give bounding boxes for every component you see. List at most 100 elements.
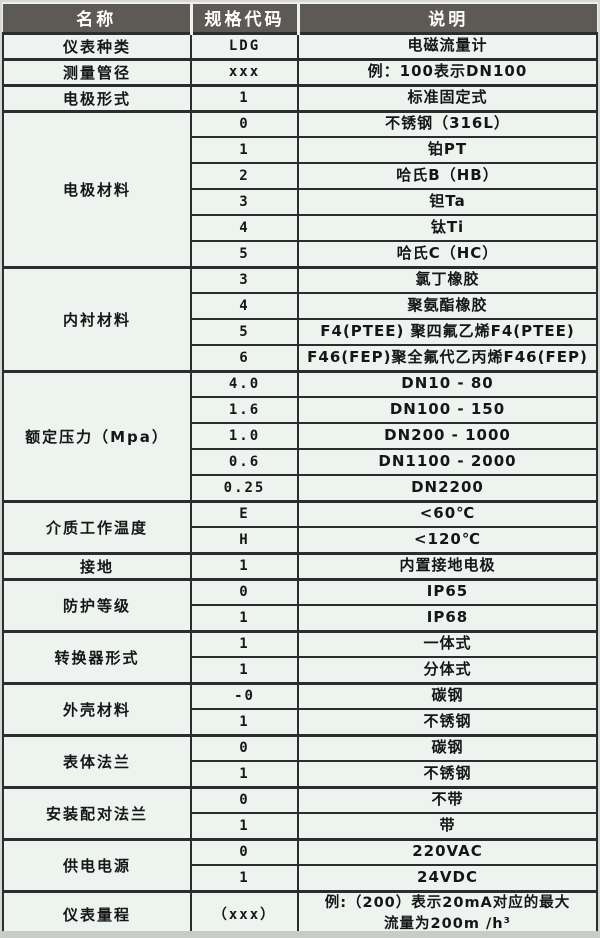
spec-code-cell: 0 [190,733,299,762]
table-row: 测量管径 xxx 例：100表示DN100 [2,57,598,86]
table-row: 电极材料 0 不锈钢（316L） [2,109,598,268]
description-cell: 不锈钢（316L） [297,109,598,138]
table-row: 5 F4(PTEE) 聚四氟乙烯F4(PTEE) [3,318,598,346]
spec-code-cell: 6 [190,344,299,372]
group-name-cell: 供电电源 [2,837,192,892]
description-cell: 24VDC [297,864,598,892]
spec-code-cell: 1 [190,864,299,892]
group-name-cell: 电极材料 [2,109,192,268]
description-cell: 不锈钢 [297,708,598,736]
description-cell: 一体式 [297,629,598,658]
table-row: 3 钽Ta [3,188,598,216]
spec-code-cell: 1 [190,136,299,164]
spec-code-cell: 1 [190,604,299,632]
description-cell: 内置接地电极 [297,551,598,580]
table-row: 1 IP68 [3,604,598,632]
group-name-cell: 内衬材料 [2,265,192,372]
spec-code-cell: 1 [190,760,299,788]
table-row: 安装配对法兰 0 不带 [2,785,598,840]
spec-code-cell: 1 [190,83,299,112]
description-cell: 哈氏B（HB） [297,162,598,190]
spec-code-cell: 4.0 [190,369,299,398]
group-name-cell: 外壳材料 [2,681,192,736]
description-cell: 哈氏C（HC） [297,240,598,268]
spec-code-cell: 1 [190,629,299,658]
description-cell: 标准固定式 [297,83,598,112]
spec-code-cell: 0 [190,577,299,606]
group-name-cell: 转换器形式 [2,629,192,684]
table-row: 5 哈氏C（HC） [3,240,598,268]
spec-code-cell: 0.25 [190,474,299,502]
description-cell: 分体式 [297,656,598,684]
description-cell: 氯丁橡胶 [297,265,598,294]
table-row: 2 哈氏B（HB） [3,162,598,190]
spec-code-cell: 5 [190,318,299,346]
table-row: 额定压力（Mpa） 4.0 DN10 - 80 [2,369,598,502]
group-name-cell: 安装配对法兰 [2,785,192,840]
table-row: 供电电源 0 220VAC [2,837,598,892]
description-cell: 钛Ti [297,214,598,242]
spec-code-cell: 0 [190,837,299,866]
group-name-cell: 测量管径 [2,57,192,86]
table-row: 1 不锈钢 [3,760,598,788]
table-row: 接地 1 内置接地电极 [2,551,598,580]
group-name-cell: 防护等级 [2,577,192,632]
description-cell: <60℃ [297,499,598,528]
description-cell: <120℃ [297,526,598,554]
description-cell: DN1100 - 2000 [297,448,598,476]
description-cell: F4(PTEE) 聚四氟乙烯F4(PTEE) [297,318,598,346]
column-header-1: 名称 [3,2,193,34]
header-row: 名称 规格代码 说明 [3,2,597,34]
description-cell: 不带 [297,785,598,814]
spec-code-cell: 0 [190,109,299,138]
description-cell: 钽Ta [297,188,598,216]
description-cell: F46(FEP)聚全氟代乙丙烯F46(FEP) [297,344,598,372]
description-cell: IP65 [297,577,598,606]
table-row: 4 钛Ti [3,214,598,242]
spec-code-cell: 1.6 [190,396,299,424]
table-row: 1 24VDC [3,864,598,892]
table-body: 仪表种类 LDG 电磁流量计 测量管径 xxx 例：100表示DN100 电极形式 1 标准固定… [2,31,598,938]
description-cell: DN200 - 1000 [297,422,598,450]
spec-code-cell: E [190,499,299,528]
description-cell: DN100 - 150 [297,396,598,424]
spec-code-cell: 3 [190,265,299,294]
table-row: 防护等级 0 IP65 [2,577,598,632]
spec-code-cell: 4 [190,214,299,242]
description-cell: 220VAC [297,837,598,866]
description-cell: 电磁流量计 [297,31,598,60]
table-row: 1.0 DN200 - 1000 [3,422,598,450]
bottom-margin-strip [0,931,600,938]
spec-code-cell: LDG [190,31,299,60]
column-header-2: 规格代码 [189,2,300,34]
group-name-cell: 仪表量程 [2,889,192,938]
spec-code-cell: 4 [190,292,299,320]
spec-code-cell: 1 [190,708,299,736]
spec-code-cell: 2 [190,162,299,190]
description-cell: 带 [297,812,598,840]
table-row: 外壳材料 -0 碳钢 [2,681,598,736]
description-cell: 例:（200）表示20mA对应的最大 流量为200m /h³ [297,889,598,938]
table-row: 仪表种类 LDG 电磁流量计 [2,31,598,60]
table-header: 名称 规格代码 说明 [3,2,597,34]
group-name-cell: 额定压力（Mpa） [2,369,192,502]
description-cell: DN2200 [297,474,598,502]
table-row: 0.6 DN1100 - 2000 [3,448,598,476]
table-row: 表体法兰 0 碳钢 [2,733,598,788]
table-row: 1 不锈钢 [3,708,598,736]
table-row: 6 F46(FEP)聚全氟代乙丙烯F46(FEP) [3,344,598,372]
group-name-cell: 电极形式 [2,83,192,112]
description-cell: 聚氨酯橡胶 [297,292,598,320]
spec-code-cell: 0 [190,785,299,814]
table-row: 1.6 DN100 - 150 [3,396,598,424]
spec-code-cell: xxx [190,57,299,86]
description-cell: IP68 [297,604,598,632]
description-cell: 碳钢 [297,733,598,762]
group-name-cell: 仪表种类 [2,31,192,60]
table-row: 仪表量程 （xxx） 例:（200）表示20mA对应的最大 流量为200m /h³ [2,889,598,938]
spec-code-cell: 0.6 [190,448,299,476]
spec-code-cell: 1 [190,656,299,684]
